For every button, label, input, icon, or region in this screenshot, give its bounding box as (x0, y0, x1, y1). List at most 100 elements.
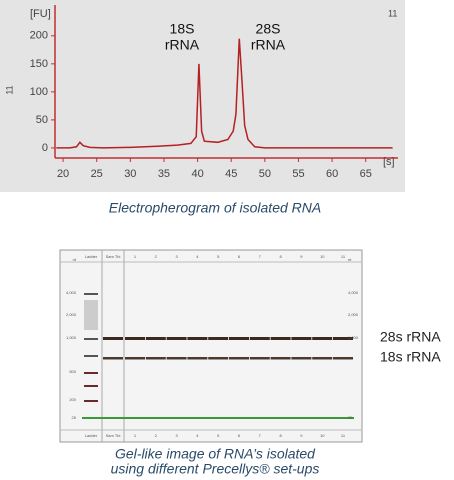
marker-label: 4,000 (348, 290, 359, 295)
band (229, 357, 249, 360)
band (333, 337, 353, 340)
band-label: 28s rRNA (380, 329, 441, 345)
band (145, 337, 166, 340)
marker-band (82, 417, 354, 419)
ladder-smear (84, 300, 98, 330)
annotation: 28S (256, 21, 281, 37)
band (291, 357, 312, 360)
lane-label: 10 (320, 433, 325, 438)
annotation: rRNA (251, 37, 286, 53)
band (208, 337, 229, 340)
band (103, 357, 123, 360)
band (291, 337, 312, 340)
ladder-band (84, 372, 98, 374)
side-label: 11 (4, 85, 14, 94)
band (166, 337, 187, 340)
annotation: 18S (170, 21, 195, 37)
marker-label: nt (348, 257, 352, 262)
ladder-band (84, 385, 98, 387)
band (270, 337, 291, 340)
lane-label: 7 (259, 254, 262, 259)
lane-label: 2 (155, 254, 158, 259)
series-line (56, 38, 393, 149)
marker-label: 2,000 (66, 312, 77, 317)
lane-label: 4 (196, 254, 199, 259)
annotation: rRNA (165, 37, 200, 53)
band (249, 357, 270, 360)
x-tick-label: 35 (158, 168, 170, 180)
marker-label: nt (73, 257, 77, 262)
x-tick-label: 25 (91, 168, 103, 180)
gel-caption: Gel-like image of RNA’s isolated (115, 446, 316, 462)
marker-label: 25 (348, 415, 353, 420)
band (229, 337, 249, 340)
lane-label: Sam Tbl (106, 254, 121, 259)
x-tick-label: 65 (360, 168, 372, 180)
lane-label: 3 (175, 433, 178, 438)
lane-label: 11 (341, 254, 346, 259)
y-tick-label: 150 (30, 58, 48, 70)
band (187, 337, 208, 340)
band (312, 357, 333, 360)
band (125, 357, 145, 360)
y-label: [FU] (30, 8, 51, 20)
band (312, 337, 333, 340)
ladder-band (84, 355, 98, 357)
lane-label: 11 (341, 433, 346, 438)
lane-label: 7 (259, 433, 262, 438)
lane-label: 6 (238, 254, 241, 259)
lane-label: 8 (279, 433, 282, 438)
band (333, 357, 353, 360)
x-unit: [s] (383, 156, 395, 168)
gel-caption: using different Precellys® set-ups (111, 461, 320, 477)
y-tick-label: 50 (36, 114, 48, 126)
band-label: 18s rRNA (380, 349, 441, 365)
ladder-band (84, 293, 98, 295)
band (166, 357, 187, 360)
band (187, 357, 208, 360)
x-tick-label: 30 (124, 168, 136, 180)
lane-label: 1 (134, 433, 137, 438)
lane-label: 9 (300, 433, 303, 438)
chart-panel (0, 0, 405, 192)
ladder-band (84, 338, 98, 340)
marker-label: 200 (69, 397, 76, 402)
y-tick-label: 200 (30, 30, 48, 42)
band (249, 337, 270, 340)
marker-label: 1,000 (348, 335, 359, 340)
marker-label: 2,000 (348, 312, 359, 317)
lane-label: Sam Tbl (106, 433, 121, 438)
x-tick-label: 50 (259, 168, 271, 180)
ladder-band (84, 400, 98, 402)
band (145, 357, 166, 360)
lane-label: 1 (134, 254, 137, 259)
gel-frame (59, 249, 363, 443)
marker-label: 4,000 (66, 290, 77, 295)
marker-label: 1,000 (66, 335, 77, 340)
x-tick-label: 45 (225, 168, 237, 180)
lane-label: 9 (300, 254, 303, 259)
lane-label: 10 (320, 254, 325, 259)
marker-label: 25 (72, 415, 77, 420)
y-tick-label: 0 (42, 142, 48, 154)
band (125, 337, 145, 340)
x-tick-label: 20 (57, 168, 69, 180)
x-tick-label: 55 (292, 168, 304, 180)
lane-label: 5 (217, 254, 220, 259)
y-tick-label: 100 (30, 86, 48, 98)
x-tick-label: 60 (326, 168, 338, 180)
chart-caption: Electropherogram of isolated RNA (109, 200, 321, 216)
lane-label: 8 (279, 254, 282, 259)
lane-label: Ladder (85, 254, 98, 259)
band (103, 337, 123, 340)
lane-label: Ladder (85, 433, 98, 438)
lane-label: 6 (238, 433, 241, 438)
lane-label: 5 (217, 433, 220, 438)
lane-label: 2 (155, 433, 158, 438)
corner-label: 11 (388, 8, 397, 18)
band (208, 357, 229, 360)
band (270, 357, 291, 360)
x-tick-label: 40 (191, 168, 203, 180)
marker-label: 500 (69, 369, 76, 374)
